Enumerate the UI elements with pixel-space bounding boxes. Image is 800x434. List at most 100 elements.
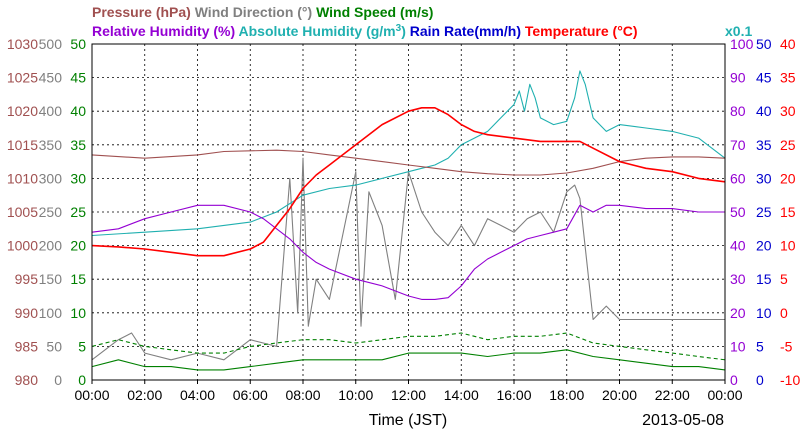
- tick-label-temperature: 35: [780, 70, 796, 86]
- x-tick-label: 10:00: [338, 387, 373, 403]
- tick-label-wind-direction: 300: [39, 170, 63, 186]
- tick-label-relative-humidity: 100: [730, 36, 754, 52]
- x-axis-label: Time (JST): [369, 412, 448, 429]
- x-tick-label: 16:00: [496, 387, 531, 403]
- tick-label-rain-rate: 20: [756, 238, 772, 254]
- legend-entry: Absolute Humidity (g/m: [235, 23, 395, 39]
- tick-label-relative-humidity: 40: [730, 238, 746, 254]
- tick-label-temperature: 30: [780, 103, 796, 119]
- x-tick-label: 04:00: [180, 387, 215, 403]
- x-tick-label: 14:00: [444, 387, 479, 403]
- tick-label-relative-humidity: 90: [730, 70, 746, 86]
- tick-label-wind-direction: 250: [39, 204, 63, 220]
- x-tick-label: 06:00: [233, 387, 268, 403]
- date-label: 2013-05-08: [642, 412, 724, 429]
- series-line-relative-humidity: [91, 204, 725, 300]
- legend-row-2: Relative Humidity (%) Absolute Humidity …: [92, 23, 638, 39]
- tick-label-wind-speed: 20: [70, 238, 86, 254]
- tick-label-pressure: 990: [15, 305, 39, 321]
- legend-entry: Rain Rate(mm/h): [406, 23, 521, 39]
- tick-label-pressure: 980: [15, 372, 39, 388]
- legend-entry: Wind Direction (°): [191, 4, 312, 20]
- series-line-absolute-humidity-g-m3: [91, 70, 726, 237]
- tick-label-wind-speed: 5: [78, 338, 86, 354]
- right-axes: 1009080706050403020100504540353025201510…: [730, 36, 800, 388]
- tick-label-relative-humidity: 30: [730, 271, 746, 287]
- tick-label-wind-direction: 150: [39, 271, 63, 287]
- x-tick-label: 22:00: [655, 387, 690, 403]
- tick-label-rain-rate: 50: [756, 36, 772, 52]
- tick-label-rain-rate: 0: [756, 372, 764, 388]
- tick-label-pressure: 1020: [7, 103, 38, 119]
- series-line-wind-direction: [91, 157, 725, 361]
- series-line-pressure-hpa: [91, 149, 726, 176]
- tick-label-wind-speed: 10: [70, 305, 86, 321]
- tick-label-rain-rate: 25: [756, 204, 772, 220]
- legend-entry-tail: ): [401, 23, 406, 39]
- tick-label-rain-rate: 35: [756, 137, 772, 153]
- x-axis: 00:00 02:00 04:00 06:00 08:00 10:00 12:00 14:00…: [74, 380, 743, 403]
- tick-label-wind-speed: 45: [70, 70, 86, 86]
- tick-label-wind-speed: 0: [78, 372, 86, 388]
- tick-label-pressure: 985: [15, 338, 39, 354]
- grid: [92, 44, 725, 380]
- tick-label-pressure: 1015: [7, 137, 38, 153]
- tick-label-temperature: 20: [780, 170, 796, 186]
- tick-label-temperature: 5: [780, 271, 788, 287]
- legend-entry: Pressure (hPa): [92, 4, 191, 20]
- tick-label-relative-humidity: 20: [730, 305, 746, 321]
- tick-label-temperature: 25: [780, 137, 796, 153]
- tick-label-pressure: 1030: [7, 36, 38, 52]
- x-tick-label: 20:00: [602, 387, 637, 403]
- x-tick-label: 02:00: [127, 387, 162, 403]
- tick-label-wind-direction: 450: [39, 70, 63, 86]
- legend-entry: Temperature (°C): [521, 23, 638, 39]
- tick-label-pressure: 995: [15, 271, 39, 287]
- left-axes: 1030102510201015101010051000995990985980…: [7, 36, 86, 388]
- tick-label-temperature: 15: [780, 204, 796, 220]
- legend-superscript: 3: [396, 23, 402, 34]
- series-line-wind-speed-gust-m-s: [91, 332, 726, 361]
- legend-entry: Wind Speed (m/s): [312, 4, 433, 20]
- tick-label-wind-speed: 50: [70, 36, 86, 52]
- tick-label-pressure: 1025: [7, 70, 38, 86]
- x-tick-label: 08:00: [285, 387, 320, 403]
- tick-label-temperature: -5: [780, 338, 793, 354]
- tick-label-temperature: 40: [780, 36, 796, 52]
- tick-label-pressure: 1000: [7, 238, 38, 254]
- tick-label-temperature: 10: [780, 238, 796, 254]
- x-tick-label: 00:00: [74, 387, 109, 403]
- tick-label-relative-humidity: 60: [730, 170, 746, 186]
- tick-label-relative-humidity: 0: [730, 372, 738, 388]
- tick-label-wind-direction: 200: [39, 238, 63, 254]
- tick-label-rain-rate: 30: [756, 170, 772, 186]
- tick-label-relative-humidity: 80: [730, 103, 746, 119]
- x-tick-label: 00:00: [707, 387, 742, 403]
- tick-label-rain-rate: 10: [756, 305, 772, 321]
- tick-label-wind-direction: 0: [54, 372, 62, 388]
- tick-label-wind-direction: 100: [39, 305, 63, 321]
- tick-label-wind-speed: 25: [70, 204, 86, 220]
- tick-label-temperature: 0: [780, 305, 788, 321]
- tick-label-wind-speed: 30: [70, 170, 86, 186]
- series-line-temperature-c: [91, 107, 726, 257]
- tick-label-wind-speed: 35: [70, 137, 86, 153]
- tick-label-relative-humidity: 50: [730, 204, 746, 220]
- tick-label-rain-rate: 5: [756, 338, 764, 354]
- tick-label-temperature: -10: [780, 372, 800, 388]
- tick-label-rain-rate: 15: [756, 271, 772, 287]
- tick-label-wind-speed: 15: [70, 271, 86, 287]
- tick-label-wind-direction: 350: [39, 137, 63, 153]
- series-line-wind-speed-m-s: [91, 349, 726, 371]
- tick-label-wind-direction: 500: [39, 36, 63, 52]
- tick-label-relative-humidity: 10: [730, 338, 746, 354]
- tick-label-wind-direction: 400: [39, 103, 63, 119]
- tick-label-rain-rate: 40: [756, 103, 772, 119]
- x-tick-label: 18:00: [549, 387, 584, 403]
- scale-note: x0.1: [725, 23, 752, 39]
- tick-label-pressure: 1005: [7, 204, 38, 220]
- tick-label-wind-direction: 50: [46, 338, 62, 354]
- x-tick-label: 12:00: [391, 387, 426, 403]
- legend-row-1: Pressure (hPa) Wind Direction (°) Wind S…: [92, 4, 433, 20]
